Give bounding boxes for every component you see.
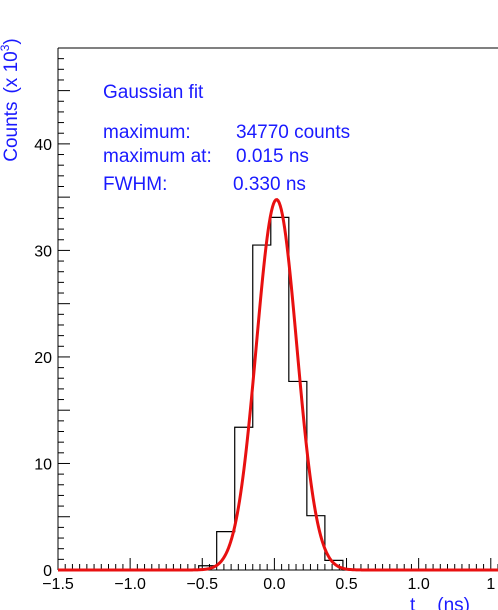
y-axis-title: Counts (x 103): [0, 38, 22, 161]
gaussian-fit-curve: [58, 198, 498, 572]
x-tick-labels: −1.5 −1.0 −0.5 0.0 0.5 1.0 1: [42, 576, 495, 593]
y-tick-label: 30: [34, 243, 52, 260]
x-tick-label: −1.0: [114, 576, 146, 593]
y-axis-scale-exponent: 3: [0, 44, 12, 51]
y-tick-label: 10: [34, 456, 52, 473]
y-tick-label: 0: [43, 563, 52, 580]
x-tick-label: −1.5: [42, 576, 74, 593]
fit-annotations: Gaussian fit maximum: 34770 counts maxim…: [103, 82, 350, 195]
y-tick-labels: 0 10 20 30 40: [34, 137, 52, 580]
y-axis-label: Counts: [1, 102, 22, 162]
x-tick-label: 0.0: [263, 576, 285, 593]
x-axis-label: t: [410, 595, 416, 610]
y-tick-label: 40: [34, 137, 52, 154]
annotation-fwhm-label: FWHM:: [103, 174, 167, 195]
y-axis-scale-close: ): [1, 38, 22, 44]
x-tick-label: 1.0: [408, 576, 430, 593]
annotation-maximum-label: maximum:: [103, 122, 191, 143]
annotation-maximum-value: 34770 counts: [236, 122, 350, 143]
y-tick-label: 20: [34, 350, 52, 367]
y-axis-ticks: [58, 47, 70, 571]
histogram-series: [58, 216, 498, 571]
annotation-maximum-at-label: maximum at:: [103, 146, 212, 167]
x-axis-ticks: [57, 558, 498, 570]
x-tick-label: 1: [486, 576, 495, 593]
x-axis-title: t (ns): [410, 595, 470, 610]
x-tick-label: −0.5: [186, 576, 218, 593]
x-axis-unit: (ns): [437, 595, 470, 610]
annotation-maximum-at-value: 0.015 ns: [236, 146, 309, 167]
y-axis-scale-base: (x 10: [1, 51, 22, 93]
annotation-fwhm-value: 0.330 ns: [233, 174, 306, 195]
annotation-title: Gaussian fit: [103, 82, 204, 103]
x-tick-label: 0.5: [335, 576, 357, 593]
